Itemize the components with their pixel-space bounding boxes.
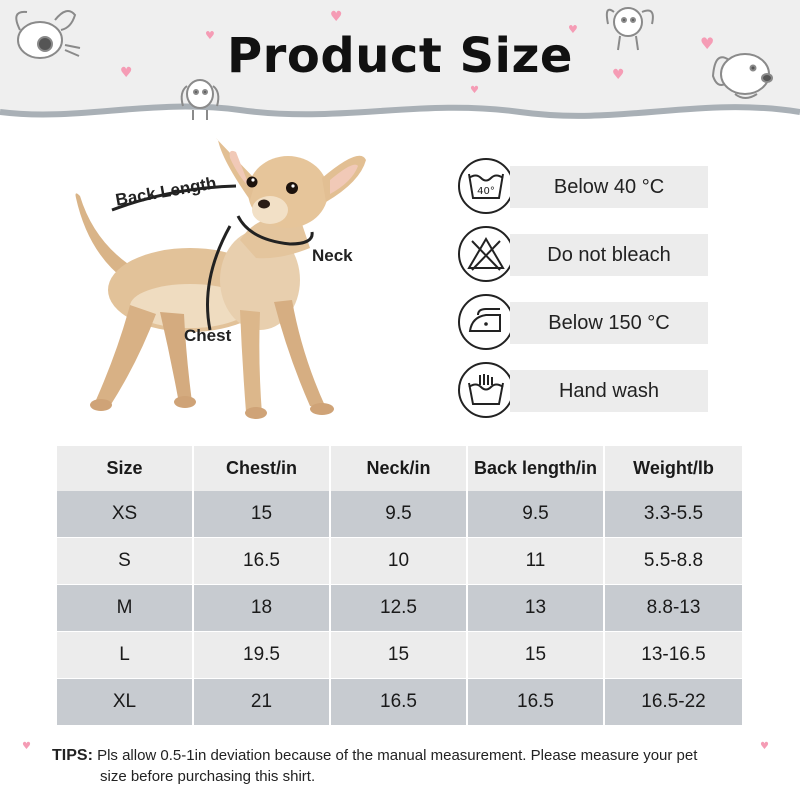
header-chest: Chest/in [194, 446, 331, 491]
table-cell: 8.8-13 [605, 585, 742, 632]
dog-doodle-top-icon [605, 7, 654, 51]
care-item-hand-wash: Hand wash [458, 362, 718, 418]
table-cell: XL [57, 679, 194, 726]
heart-icon: ♥ [568, 23, 578, 36]
tips-label: TIPS: [52, 747, 93, 764]
table-row: L 19.5 15 15 13-16.5 [57, 632, 742, 679]
table-row: XL 21 16.5 16.5 16.5-22 [57, 679, 742, 726]
size-chart-table: Size Chest/in Neck/in Back length/in Wei… [57, 446, 742, 726]
table-cell: 18 [194, 585, 331, 632]
header-neck: Neck/in [331, 446, 468, 491]
tips-text-line2: size before purchasing this shirt. [100, 768, 316, 785]
heart-icon: ♥ [760, 741, 769, 752]
table-cell: 16.5 [194, 538, 331, 585]
dog-doodle-right-icon [711, 53, 773, 99]
page-title: Product Size [227, 28, 573, 84]
table-row: S 16.5 10 11 5.5-8.8 [57, 538, 742, 585]
table-cell: 19.5 [194, 632, 331, 679]
care-item-iron: Below 150 °C [458, 294, 718, 350]
table-cell: 9.5 [331, 491, 468, 538]
puppy-doodle-icon [180, 79, 220, 120]
care-label-bleach: Do not bleach [510, 234, 708, 276]
table-cell: M [57, 585, 194, 632]
svg-text:40°: 40° [477, 186, 495, 197]
table-cell: 5.5-8.8 [605, 538, 742, 585]
table-cell: 13-16.5 [605, 632, 742, 679]
heart-icon: ♥ [470, 85, 479, 96]
chest-label: Chest [184, 326, 232, 345]
heart-icon: ♥ [22, 741, 31, 752]
table-row: M 18 12.5 13 8.8-13 [57, 585, 742, 632]
hand-wash-icon [458, 362, 514, 418]
table-cell: L [57, 632, 194, 679]
dog-measurement-figure: Back Length Neck Chest [60, 130, 400, 430]
back-length-line [111, 184, 237, 212]
no-bleach-icon [458, 226, 514, 282]
iron-icon [458, 294, 514, 350]
header-size: Size [57, 446, 194, 491]
neck-label: Neck [312, 246, 353, 265]
care-item-wash: 40° Below 40 °C [458, 158, 718, 214]
table-cell: S [57, 538, 194, 585]
table-cell: 16.5 [468, 679, 605, 726]
table-cell: 15 [468, 632, 605, 679]
heart-icon: ♥ [612, 67, 625, 83]
table-cell: 9.5 [468, 491, 605, 538]
table-cell: 13 [468, 585, 605, 632]
table-cell: 15 [331, 632, 468, 679]
table-cell: 12.5 [331, 585, 468, 632]
table-cell: 16.5-22 [605, 679, 742, 726]
table-cell: 11 [468, 538, 605, 585]
tips-note: TIPS: Pls allow 0.5-1in deviation becaus… [52, 745, 752, 787]
dog-doodle-icon [15, 10, 81, 59]
care-label-iron: Below 150 °C [510, 302, 708, 344]
heart-icon: ♥ [205, 29, 215, 42]
tips-text-line1: Pls allow 0.5-1in deviation because of t… [97, 747, 698, 764]
care-label-hand-wash: Hand wash [510, 370, 708, 412]
header-weight: Weight/lb [605, 446, 742, 491]
table-cell: 10 [331, 538, 468, 585]
care-item-bleach: Do not bleach [458, 226, 718, 282]
heart-icon: ♥ [120, 65, 133, 81]
table-cell: 15 [194, 491, 331, 538]
neck-line [236, 215, 314, 246]
header-banner: ♥ ♥ ♥ ♥ ♥ ♥ ♥ Product Size [0, 0, 800, 130]
table-cell: 3.3-5.5 [605, 491, 742, 538]
table-header-row: Size Chest/in Neck/in Back length/in Wei… [57, 446, 742, 491]
table-cell: XS [57, 491, 194, 538]
heart-icon: ♥ [700, 34, 715, 53]
chest-line [206, 225, 232, 331]
care-label-wash: Below 40 °C [510, 166, 708, 208]
table-cell: 21 [194, 679, 331, 726]
header-back-length: Back length/in [468, 446, 605, 491]
table-row: XS 15 9.5 9.5 3.3-5.5 [57, 491, 742, 538]
wash-40-icon: 40° [458, 158, 514, 214]
dog-illustration [75, 138, 366, 419]
table-cell: 16.5 [331, 679, 468, 726]
heart-icon: ♥ [330, 9, 343, 25]
